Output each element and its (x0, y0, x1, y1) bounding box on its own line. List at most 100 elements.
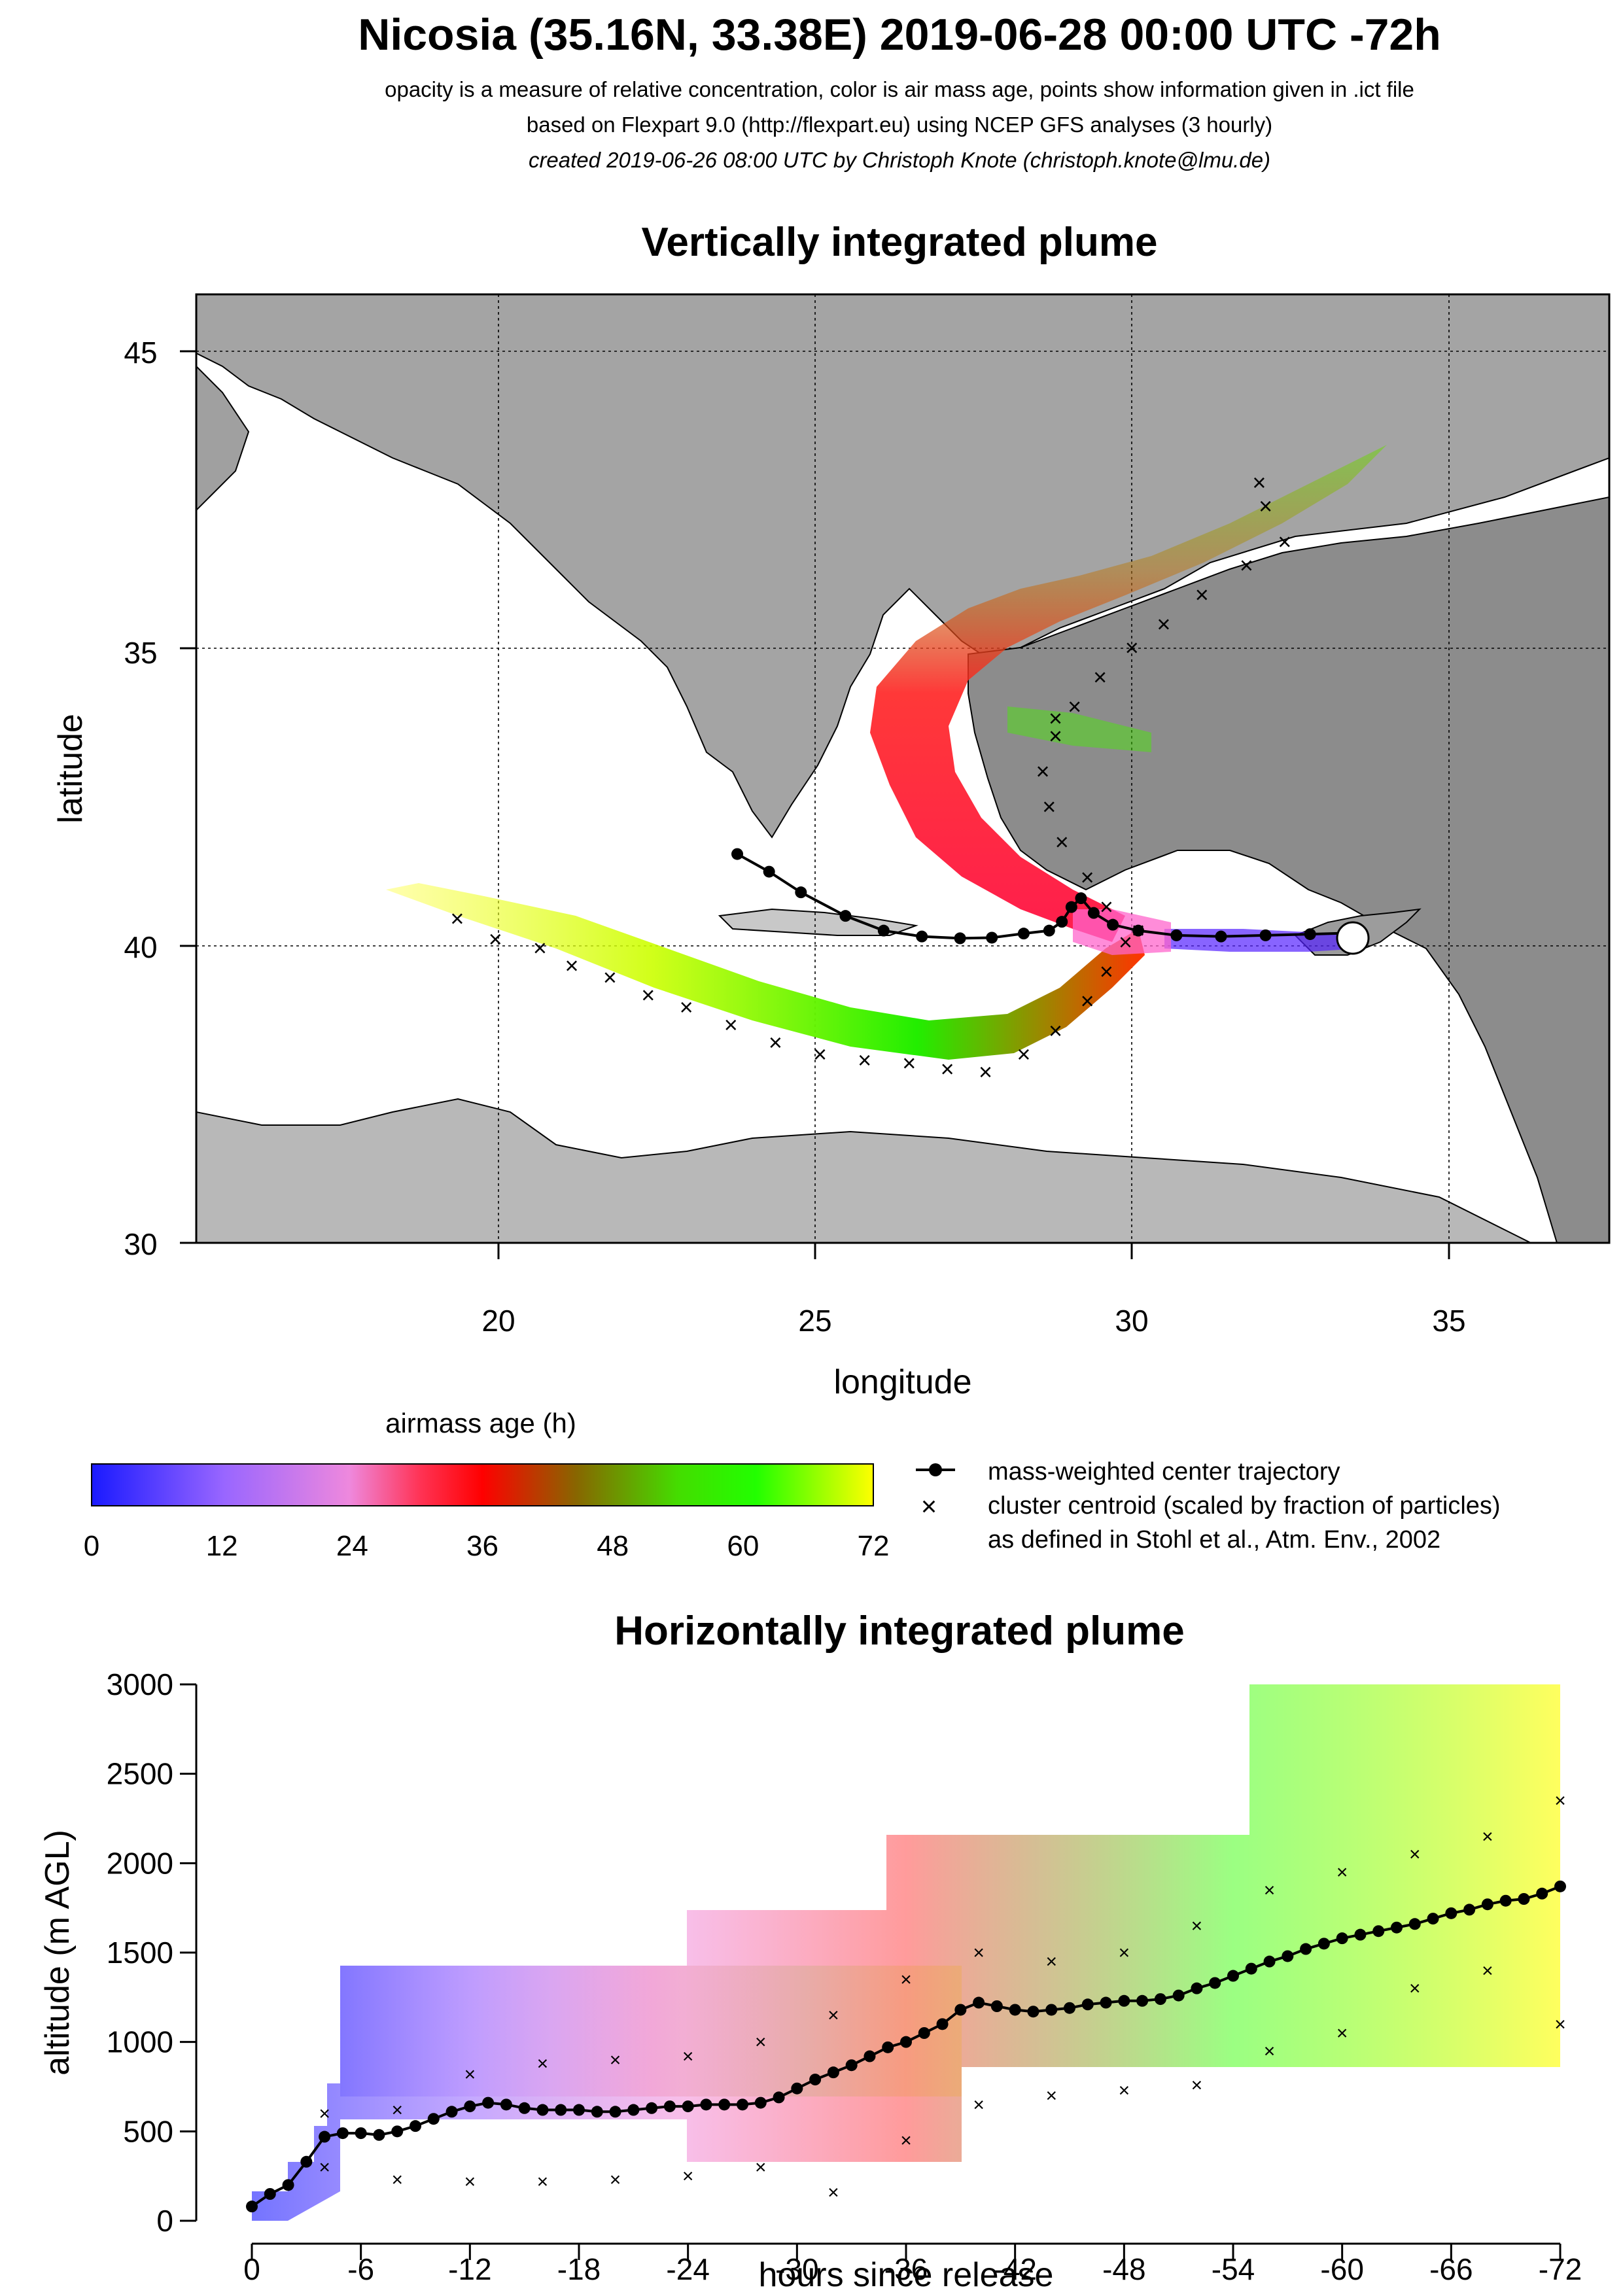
profile-trajectory-point (1427, 1913, 1439, 1925)
profile-trajectory-point (754, 2096, 767, 2109)
map-trajectory-point (1043, 924, 1055, 937)
profile-trajectory-point (1045, 2004, 1058, 2016)
map-cluster-marker: × (1049, 704, 1062, 731)
map-background: ×× ×× ×× ××× × × × × ××××××××××××××××××××××× (196, 294, 1609, 1243)
profile-trajectory-point (609, 2106, 621, 2118)
profile-x-axis-label: hours since release (759, 2256, 1054, 2294)
colorbar-tick-label: 0 (84, 1530, 99, 1562)
profile-cluster-marker: × (1482, 1826, 1493, 1847)
map-trajectory-point (763, 865, 775, 878)
map-axis-ticks (180, 350, 1450, 1259)
profile-xtick-label: -54 (1212, 2252, 1255, 2286)
profile-trajectory-point (700, 2098, 712, 2111)
colorbar-tick-label: 12 (206, 1530, 238, 1562)
map-xtick-label: 20 (481, 1304, 515, 1338)
profile-ytick-label: 1500 (107, 1936, 173, 1970)
profile-trajectory-point (954, 2004, 967, 2016)
profile-cluster-marker: × (1554, 2013, 1566, 2035)
map-cluster-marker: × (1081, 988, 1094, 1015)
plume-mid-core (1073, 909, 1171, 955)
profile-trajectory-point (682, 2100, 694, 2113)
colorbar-tick-label: 60 (727, 1530, 759, 1562)
map-trajectory-point (1170, 929, 1183, 941)
profile-trajectory-point (1554, 1880, 1566, 1892)
profile-trajectory-point (1282, 1950, 1294, 1962)
land-crete (718, 908, 918, 936)
map-cluster-marker: × (902, 1049, 916, 1076)
profile-trajectory-point (518, 2102, 531, 2114)
release-point-marker (1336, 921, 1370, 955)
map-cluster-marker: × (489, 926, 502, 952)
map-cluster-marker: × (1278, 528, 1291, 555)
profile-cluster-marker: × (537, 2053, 549, 2074)
subtitle-line-1: opacity is a measure of relative concent… (385, 77, 1414, 101)
profile-trajectory-point (500, 2098, 512, 2111)
profile-cluster-marker: × (1482, 1960, 1493, 1981)
profile-cluster-marker: × (1191, 1915, 1203, 1937)
profile-trajectory-layer (246, 1880, 1566, 2213)
profile-trajectory-point (1445, 1907, 1457, 1919)
profile-trajectory-point (1191, 1982, 1203, 1994)
profile-xtick-label: -42 (993, 2252, 1036, 2286)
profile-trajectory-point (1245, 1962, 1257, 1975)
profile-cluster-marker: × (1554, 1790, 1566, 1812)
profile-trajectory-point (246, 2200, 258, 2213)
map-cluster-marker: × (1093, 663, 1107, 690)
map-cluster-marker: × (1157, 610, 1170, 637)
map-trajectory-point (1215, 930, 1227, 943)
map-trajectory-point (986, 931, 998, 944)
profile-xtick-label: -24 (666, 2252, 709, 2286)
profile-trajectory-point (990, 2000, 1003, 2012)
profile-trajectory-point (1481, 1898, 1493, 1911)
map-trajectory-point (1259, 929, 1272, 941)
map-cluster-marker: × (1017, 1041, 1030, 1068)
legend-traj-label: mass-weighted center trajectory (988, 1458, 1340, 1486)
chart-title: Nicosia (35.16N, 33.38E) 2019-06-28 00:0… (358, 10, 1441, 60)
profile-ytick-label: 500 (123, 2114, 173, 2148)
profile-trajectory-point (264, 2188, 276, 2200)
profile-cluster-marker: × (1045, 2085, 1057, 2107)
map-frame (195, 293, 1611, 1244)
map-cluster-marker: × (603, 964, 617, 991)
map-trajectory-point (1065, 901, 1077, 913)
map-trajectory-point (877, 924, 890, 937)
profile-trajectory-point (1027, 2006, 1039, 2018)
profile-trajectory-point (1391, 1921, 1403, 1934)
map-cluster-marker: × (1049, 722, 1062, 749)
map-xtick-label: 30 (1115, 1304, 1148, 1338)
map-cluster-marker: × (1240, 551, 1253, 578)
map-xtick-label: 25 (798, 1304, 831, 1338)
profile-trajectory-point (936, 2018, 949, 2030)
map-cluster-marker: × (1055, 829, 1069, 856)
profile-trajectory-point (1081, 1998, 1094, 2011)
profile-cluster-marker: × (319, 2157, 330, 2178)
map-trajectory-point (1075, 892, 1087, 905)
profile-cluster-marker: × (1045, 1951, 1057, 1973)
map-ytick-label: 45 (124, 336, 157, 370)
profile-trajectory-point (845, 2059, 858, 2072)
profile-trajectory-point (1209, 1977, 1221, 1989)
profile-ytick-label: 2500 (107, 1757, 173, 1791)
profile-trajectory-point (1136, 1994, 1149, 2007)
profile-trajectory-point (319, 2131, 331, 2143)
subtitle-line-3: created 2019-06-26 08:00 UTC by Christop… (528, 148, 1271, 172)
map-trajectory-point (731, 848, 744, 860)
profile-cluster-marker: × (1119, 1942, 1130, 1964)
profile-xtick-label: -30 (775, 2252, 818, 2286)
profile-trajectory-point (1318, 1938, 1330, 1950)
profile-cluster-marker: × (464, 2171, 476, 2193)
profile-cluster-marker: × (610, 2049, 621, 2071)
profile-xtick-label: -18 (557, 2252, 601, 2286)
profile-panel: × × × × × × × × × × × × × × × × × × × × × × × × × × × × × × × × × × × × 0 -6… (39, 1667, 1582, 2294)
profile-trajectory-point (555, 2104, 567, 2116)
profile-y-axis-label: altitude (m AGL) (39, 1830, 77, 2076)
profile-xtick-label: 0 (243, 2252, 260, 2286)
map-cluster-marker: × (1049, 1017, 1062, 1044)
colorbar (91, 1463, 874, 1506)
map-cluster-marker: × (769, 1029, 782, 1056)
profile-cluster-marker: × (900, 2130, 912, 2151)
profile-trajectory-point (336, 2127, 349, 2140)
map-cluster-marker: × (450, 905, 464, 932)
profile-cluster-marker: × (755, 2032, 767, 2053)
map-cluster-marker: × (680, 994, 693, 1020)
